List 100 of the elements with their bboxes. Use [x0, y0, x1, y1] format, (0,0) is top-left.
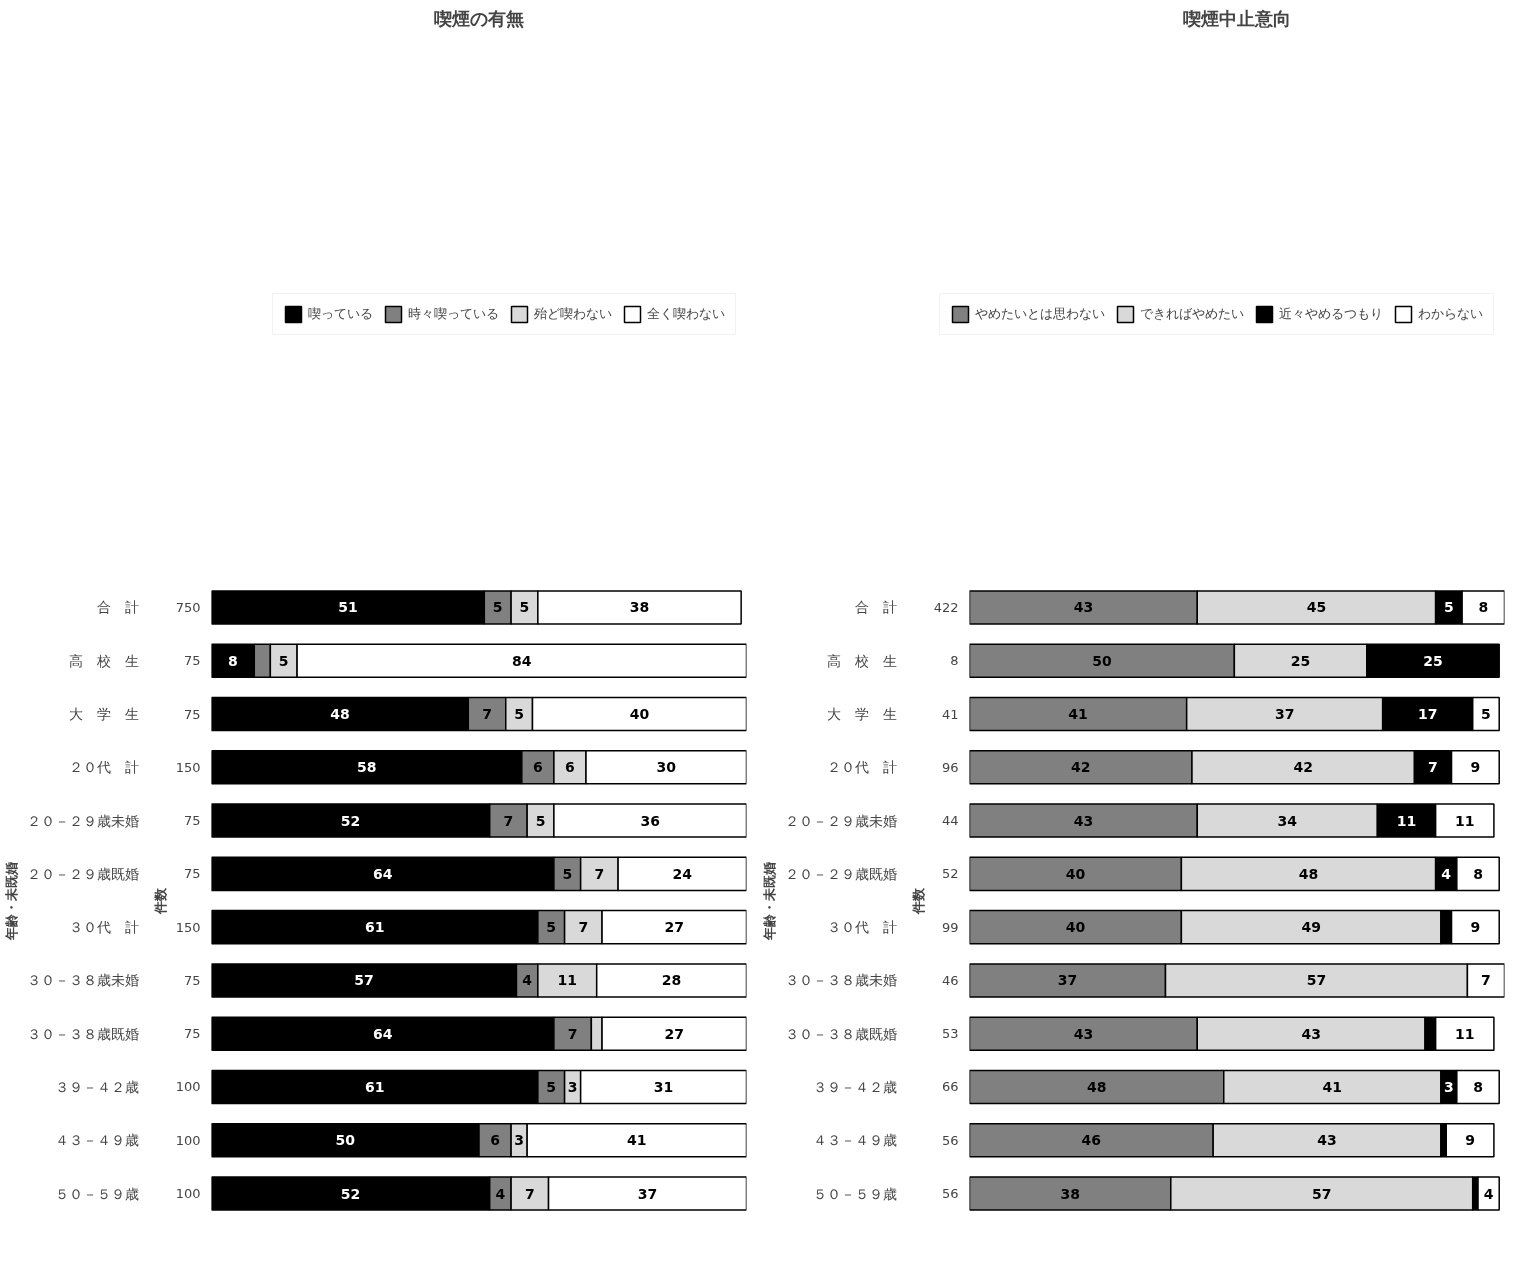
y2-tick-label: 75 — [183, 813, 201, 829]
y2-tick-label: 75 — [183, 972, 201, 988]
data-label: 11 — [1396, 812, 1417, 829]
data-label: 43 — [1317, 1132, 1337, 1149]
data-label: 27 — [664, 919, 685, 936]
data-label: 37 — [1057, 972, 1078, 989]
data-label: 5 — [492, 599, 503, 616]
data-label: 3 — [1444, 1078, 1454, 1095]
y-tick-label: ４３－４９歳 — [54, 1132, 139, 1149]
y-tick-label: 大 学 生 — [68, 706, 139, 723]
y-tick-label: 高 校 生 — [68, 652, 139, 669]
y2-tick-label: 8 — [950, 653, 959, 669]
data-label: 48 — [1298, 865, 1319, 882]
data-label: 84 — [512, 652, 532, 669]
data-label: 38 — [1060, 1185, 1080, 1202]
data-label: 57 — [1306, 972, 1327, 989]
data-label: 43 — [1073, 599, 1094, 616]
legend-label: できればやめたい — [1140, 305, 1244, 323]
data-label: 40 — [629, 706, 650, 723]
data-label: 52 — [340, 812, 361, 829]
data-label: 40 — [1065, 919, 1086, 936]
chart-title: 喫煙の有無 — [434, 7, 524, 29]
data-label: 43 — [1073, 1025, 1094, 1042]
y-tick-label: 大 学 生 — [826, 706, 897, 723]
data-label: 7 — [578, 919, 589, 936]
data-label: 4 — [1441, 865, 1452, 882]
y2-tick-label: 75 — [183, 1026, 201, 1042]
data-label: 34 — [1277, 812, 1298, 829]
y-axis-title: 年齢・未既婚 — [3, 861, 19, 941]
data-label: 8 — [228, 652, 238, 669]
data-label: 11 — [1455, 812, 1475, 829]
data-label: 27 — [664, 1025, 685, 1042]
y-tick-label: ２０－２９歳未婚 — [784, 812, 897, 829]
data-label: 4 — [1483, 1185, 1494, 1202]
y-tick-label: ３９－４２歳 — [54, 1078, 139, 1095]
y2-tick-label: 46 — [941, 972, 959, 988]
data-label: 9 — [1470, 759, 1481, 776]
y-tick-label: ２０－２９歳未婚 — [26, 812, 139, 829]
data-label: 7 — [594, 865, 605, 882]
data-label: 46 — [1081, 1132, 1102, 1149]
data-label: 3 — [567, 1078, 578, 1095]
y-tick-label: ３０－３８歳未婚 — [26, 972, 139, 989]
y2-tick-label: 100 — [175, 1132, 201, 1148]
data-label: 7 — [482, 706, 492, 723]
legend-label: 殆ど喫わない — [534, 305, 612, 323]
data-label: 41 — [941, 706, 959, 722]
y-tick-label: ５０－５９歳 — [54, 1185, 139, 1202]
data-label: 51 — [338, 599, 358, 616]
legend-label: 全く喫わない — [647, 305, 725, 323]
data-label: 61 — [364, 919, 385, 936]
y2-tick-label: 66 — [941, 1079, 959, 1095]
y2-axis-title: 件数 — [910, 886, 926, 915]
data-label: 7 — [503, 812, 514, 829]
y-tick-label: ５０－５９歳 — [812, 1185, 897, 1202]
data-label: 42 — [1071, 759, 1091, 776]
data-label: 41 — [1322, 1078, 1343, 1095]
data-label: 57 — [354, 972, 374, 989]
data-label: 25 — [1290, 652, 1311, 669]
y2-tick-label: 75 — [183, 866, 201, 882]
y-tick-label: ２０－２９歳既婚 — [26, 865, 139, 882]
y2-tick-label: 100 — [175, 1079, 201, 1095]
data-label: 4 — [495, 1185, 506, 1202]
y2-tick-label: 75 — [183, 706, 201, 722]
y-tick-label: 高 校 生 — [826, 652, 897, 669]
y2-tick-label: 150 — [175, 919, 201, 935]
data-label: 4 — [522, 972, 533, 989]
data-label: 50 — [335, 1132, 356, 1149]
data-label: 57 — [1312, 1185, 1332, 1202]
y2-tick-label: 750 — [175, 599, 201, 615]
data-label: 45 — [1306, 599, 1327, 616]
data-label: 8 — [1473, 1078, 1483, 1095]
data-label: 42 — [1293, 759, 1313, 776]
y2-tick-label: 56 — [941, 1132, 959, 1148]
y-tick-label: ２０代 計 — [68, 759, 139, 776]
data-label: 25 — [1423, 652, 1443, 669]
data-label: 8 — [1473, 865, 1483, 882]
data-label: 5 — [1481, 706, 1491, 723]
data-label: 8 — [1478, 599, 1489, 616]
legend-label: 近々やめるつもり — [1279, 305, 1383, 323]
data-label: 40 — [1065, 865, 1086, 882]
y2-tick-label: 99 — [941, 919, 959, 935]
y-tick-label: ３０代 計 — [826, 919, 897, 936]
data-label: 48 — [330, 706, 350, 723]
data-label: 37 — [637, 1185, 658, 1202]
legend-label: 時々喫っている — [408, 305, 499, 323]
y-tick-label: ３９－４２歳 — [812, 1078, 897, 1095]
y2-tick-label: 75 — [183, 653, 201, 669]
data-label: 52 — [340, 1185, 361, 1202]
y-tick-label: ３０代 計 — [68, 919, 139, 936]
data-label: 43 — [1301, 1025, 1321, 1042]
y2-tick-label: 52 — [941, 866, 959, 882]
data-label: 49 — [1301, 919, 1321, 936]
data-label: 7 — [1481, 972, 1491, 989]
y-tick-label: ２０代 計 — [826, 759, 897, 776]
data-label: 3 — [514, 1132, 524, 1149]
data-label: 43 — [1073, 812, 1094, 829]
y-tick-label: ２０－２９歳既婚 — [784, 865, 897, 882]
data-label: 28 — [661, 972, 682, 989]
y-tick-label: ４３－４９歳 — [812, 1132, 897, 1149]
data-label: 64 — [372, 1025, 393, 1042]
